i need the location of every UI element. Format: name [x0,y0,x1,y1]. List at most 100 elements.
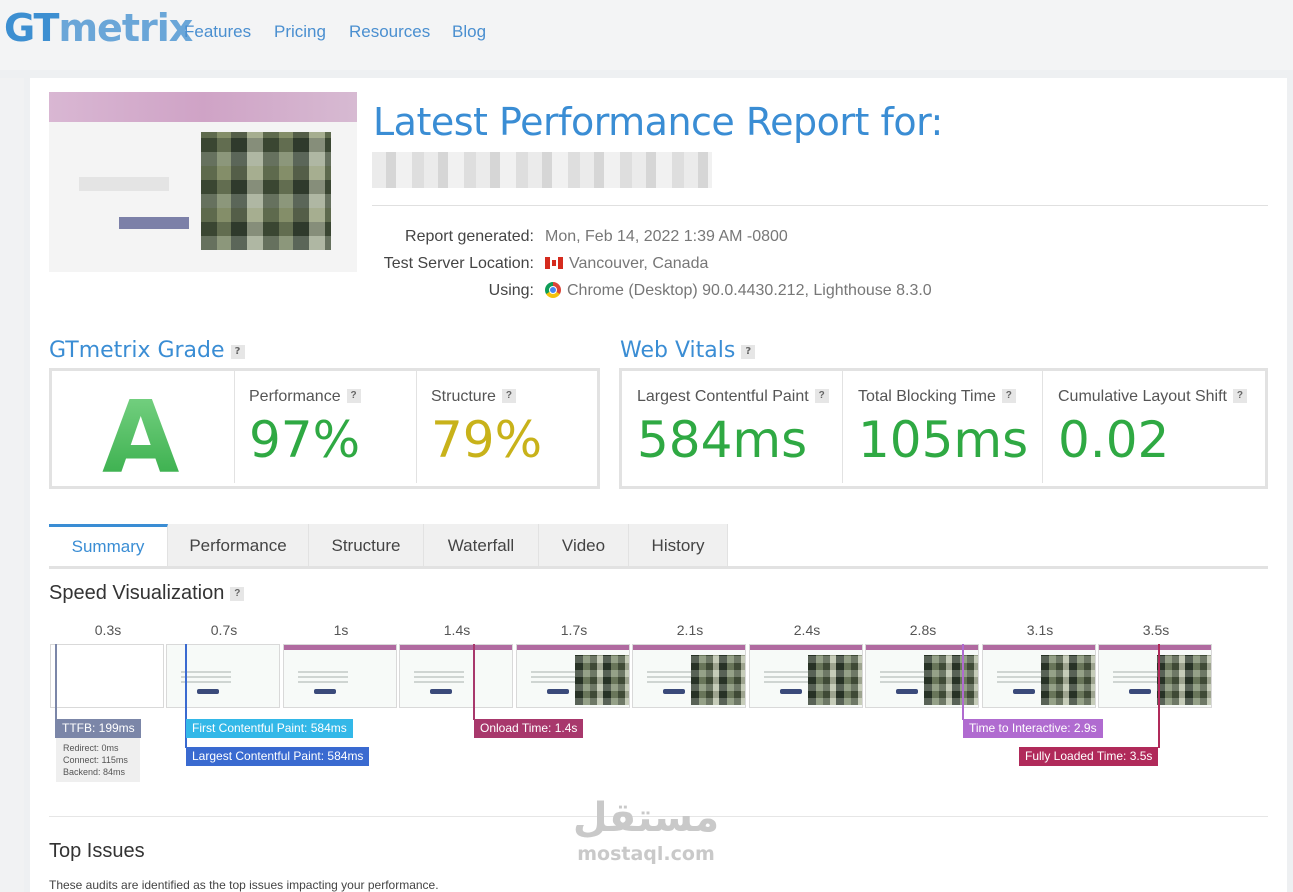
canada-flag-icon [545,257,563,269]
thumbnail-image-overlay [201,132,331,250]
structure-label: Structure? [431,388,516,406]
report-url-blurred [372,152,712,188]
web-vitals-heading: Web Vitals? [620,338,756,363]
filmstrip-frame[interactable] [1098,644,1212,708]
divider [372,205,1268,206]
using-value: Chrome (Desktop) 90.0.4430.212, Lighthou… [545,282,932,300]
connect-time: Connect: 115ms [63,755,128,765]
ttfb-marker-line [55,644,57,738]
filmstrip-frame[interactable] [50,644,164,708]
tti-marker-line [962,644,964,720]
lcp-value: 584ms [637,411,808,469]
filmstrip-frame[interactable] [749,644,863,708]
ttfb-marker[interactable]: TTFB: 199ms [56,719,141,738]
top-issues-heading: Top Issues [49,840,145,862]
fcp-marker[interactable]: First Contentful Paint: 584ms [186,719,353,738]
thumbnail-button-block [119,217,189,229]
cls-value: 0.02 [1058,411,1170,469]
tabs-underline [49,566,1268,569]
watermark-latin: mostaql.com [577,843,715,865]
timeline-tick: 2.1s [676,622,704,638]
fully-loaded-marker[interactable]: Fully Loaded Time: 3.5s [1019,747,1159,766]
fcp-marker-line [185,644,187,748]
lcp-marker[interactable]: Largest Contentful Paint: 584ms [186,747,370,766]
fully-loaded-marker-line [1158,644,1160,748]
report-generated-value: Mon, Feb 14, 2022 1:39 AM -0800 [545,228,788,245]
timeline-tick: 1.7s [560,622,588,638]
filmstrip-frame[interactable] [166,644,280,708]
question-icon[interactable]: ? [230,345,245,359]
nav-link-resources[interactable]: Resources [349,22,431,41]
gtmetrix-grade-heading: GTmetrix Grade? [49,338,245,363]
filmstrip-frame[interactable] [516,644,630,708]
filmstrip-frame[interactable] [982,644,1096,708]
timeline-tick: 2.4s [793,622,821,638]
tti-marker[interactable]: Time to Interactive: 2.9s [963,719,1103,738]
tab-waterfall[interactable]: Waterfall [424,524,539,568]
filmstrip-frame[interactable] [283,644,397,708]
tbt-value: 105ms [858,411,1029,469]
tab-performance[interactable]: Performance [168,524,309,568]
thumbnail-image-block [201,132,331,250]
top-nav: GTmetrix Features Pricing Resources Blog [0,0,1293,70]
divider [416,371,417,483]
chrome-icon [545,282,561,298]
speed-visualization-heading: Speed Visualization? [49,582,245,605]
question-icon[interactable]: ? [1232,389,1247,403]
nav-link-blog[interactable]: Blog [452,22,487,41]
divider [1042,371,1043,483]
mostaql-watermark: مستقل mostaql.com [566,792,726,864]
nav-link-pricing[interactable]: Pricing [274,22,326,41]
question-icon[interactable]: ? [230,587,245,601]
question-icon[interactable]: ? [501,389,516,403]
redirect-time: Redirect: 0ms [63,743,119,753]
top-issues-description: These audits are identified as the top i… [49,878,439,892]
tab-summary[interactable]: Summary [49,524,168,568]
question-icon[interactable]: ? [741,345,756,359]
divider [49,816,1268,817]
filmstrip-frame[interactable] [399,644,513,708]
using-label: Using: [488,282,534,299]
tab-history[interactable]: History [629,524,728,568]
question-icon[interactable]: ? [814,389,829,403]
structure-score: 79% [431,411,543,469]
tab-video[interactable]: Video [539,524,629,568]
backend-time: Backend: 84ms [63,767,126,777]
thumbnail-header-band [49,92,357,122]
timeline-tick: 0.7s [210,622,238,638]
timeline-tick: 2.8s [909,622,937,638]
timeline-tick: 0.3s [94,622,122,638]
question-icon[interactable]: ? [346,389,361,403]
gtmetrix-logo[interactable]: GTmetrix [4,6,193,50]
timeline-tick: 1.4s [443,622,471,638]
divider [842,371,843,483]
left-gutter [0,78,24,892]
divider [234,371,235,483]
cls-label: Cumulative Layout Shift? [1058,388,1247,406]
timeline-tick: 3.5s [1142,622,1170,638]
filmstrip-frame[interactable] [865,644,979,708]
timeline-tick: 1s [333,622,349,638]
onload-marker-line [473,644,475,720]
watermark-arabic: مستقل [572,795,720,841]
test-server-location-value: Vancouver, Canada [545,255,708,273]
report-title: Latest Performance Report for: [373,100,943,144]
test-server-location-label: Test Server Location: [383,255,534,272]
performance-score: 97% [249,411,361,469]
ttfb-breakdown: Redirect: 0ms Connect: 115ms Backend: 84… [56,738,140,782]
filmstrip-frame[interactable] [632,644,746,708]
grade-letter: A [102,379,180,496]
page-screenshot-thumbnail[interactable] [49,92,357,272]
question-icon[interactable]: ? [1001,389,1016,403]
web-vitals-box: Largest Contentful Paint? 584ms Total Bl… [619,368,1268,489]
timeline-tick: 3.1s [1026,622,1054,638]
tab-structure[interactable]: Structure [309,524,424,568]
tbt-label: Total Blocking Time? [858,388,1016,406]
nav-link-features[interactable]: Features [184,22,252,41]
gtmetrix-grade-box: A Performance? 97% Structure? 79% [49,368,600,496]
performance-label: Performance? [249,388,361,406]
thumbnail-text-block [79,177,169,191]
onload-marker[interactable]: Onload Time: 1.4s [474,719,584,738]
report-generated-label: Report generated: [405,228,534,245]
lcp-label: Largest Contentful Paint? [637,388,829,406]
